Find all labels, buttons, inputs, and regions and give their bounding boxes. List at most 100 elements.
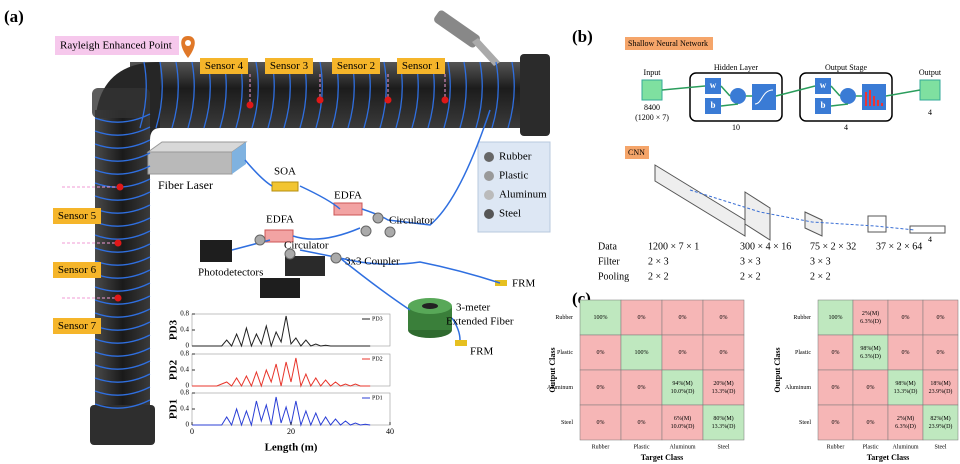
matrix-cell [888, 370, 923, 405]
component-label: FRM [470, 346, 493, 358]
weight-label: w [820, 80, 827, 90]
legend-label: Rubber [499, 151, 532, 163]
cell-text: 0% [902, 350, 910, 356]
legend-label: PD1 [372, 395, 383, 401]
matrix-cell [923, 370, 958, 405]
row-label: Plastic [557, 350, 573, 356]
y-tick-label: 0.4 [180, 326, 189, 334]
col-label: Plastic [863, 444, 879, 450]
cnn-cell: 2 × 3 [648, 256, 669, 267]
component-label: 3-meter [456, 302, 491, 314]
cell-text: 0% [597, 420, 605, 426]
sensor-label: Sensor 2 [337, 60, 375, 72]
cell-text: 0% [832, 385, 840, 391]
axis-title: Output Class [548, 347, 557, 392]
legend-label: Aluminum [499, 189, 547, 201]
legend-label: PD3 [372, 316, 383, 322]
cnn-cell: Pooling [598, 271, 629, 282]
layer-size: 4 [844, 123, 848, 132]
layer-label: Output Stage [825, 63, 867, 72]
col-label: Plastic [634, 444, 650, 450]
cell-text: 0% [597, 350, 605, 356]
sensor-label: Sensor 6 [58, 264, 97, 276]
layer-size: 8400 [644, 103, 660, 112]
sensor-point [115, 295, 122, 302]
port [255, 235, 265, 245]
matrix-cell [853, 335, 888, 370]
component-label: Photodetectors [198, 267, 263, 279]
y-tick-label: 0 [186, 342, 190, 350]
row-label: Rubber [793, 315, 811, 321]
cell-text: 13.3%(D) [894, 388, 918, 395]
row-label: Plastic [795, 350, 811, 356]
sensor-point [247, 102, 254, 109]
cell-text: 0% [867, 385, 875, 391]
component-label: FRM [512, 278, 535, 290]
cell-text: 0% [597, 385, 605, 391]
x-axis-title: Length (m) [265, 442, 318, 454]
cell-text: 0% [638, 315, 646, 321]
cell-text: 18%(M) [930, 380, 950, 387]
y-tick-label: 0.4 [180, 366, 189, 374]
cell-text: 98%(M) [860, 345, 880, 352]
cnn-cell: 2 × 2 [740, 271, 761, 282]
col-label: Steel [718, 444, 730, 450]
cell-text: 0% [867, 420, 875, 426]
axis-title: Target Class [641, 453, 684, 462]
component-label: 3x3 Coupler [345, 256, 400, 268]
matrix-cell [888, 405, 923, 440]
weight-label: w [710, 80, 717, 90]
component-label: Circulator [389, 215, 434, 227]
y-tick-label: 0.8 [180, 389, 189, 397]
y-axis-title: PD2 [168, 359, 180, 380]
cnn-cell: 75 × 2 × 32 [810, 241, 856, 252]
cnn-cell: 1200 × 7 × 1 [648, 241, 699, 252]
figure: (a)(b)(c)Rayleigh Enhanced PointSensor 1… [0, 0, 960, 464]
matrix-cell [662, 370, 703, 405]
cell-text: 13.3%(D) [712, 388, 736, 395]
component-label: Fiber Laser [158, 178, 213, 192]
bias-label: b [710, 100, 715, 110]
sensor-point [117, 184, 124, 191]
legend-label: PD2 [372, 356, 383, 362]
sensor-point [442, 97, 449, 104]
y-tick-label: 0.4 [180, 405, 189, 413]
sensor-label: Sensor 5 [58, 210, 97, 222]
col-label: Aluminum [669, 444, 695, 450]
sensor-label: Sensor 7 [58, 320, 97, 332]
cell-text: 2%(M) [862, 310, 879, 317]
cnn-cell: 37 × 2 × 64 [876, 241, 922, 252]
cell-text: 100% [829, 315, 843, 321]
port [361, 226, 371, 236]
x-tick-label: 40 [386, 427, 394, 436]
cell-text: 80%(M) [713, 415, 733, 422]
cell-text: 20%(M) [713, 380, 733, 387]
diagram-art [90, 9, 945, 445]
cell-text: 0% [638, 420, 646, 426]
cnn-cell: 2 × 2 [648, 271, 669, 282]
component-label: EDFA [334, 190, 362, 202]
cell-text: 82%(M) [930, 415, 950, 422]
row-label: Rubber [555, 315, 573, 321]
y-axis-title: PD3 [168, 319, 180, 340]
cell-text: 23.9%(D) [929, 423, 953, 430]
cell-text: 10.0%(D) [671, 388, 695, 395]
y-tick-label: 0.8 [180, 350, 189, 358]
cell-text: 0% [832, 350, 840, 356]
cnn-cell: 2 × 2 [810, 271, 831, 282]
cnn-cell: Filter [598, 256, 620, 267]
cnn-cell: Data [598, 241, 617, 252]
cell-text: 0% [720, 350, 728, 356]
cell-text: 100% [635, 350, 649, 356]
axis-title: Output Class [773, 347, 782, 392]
matrix-cell [703, 370, 744, 405]
matrix-cell [662, 405, 703, 440]
x-tick-label: 0 [190, 427, 194, 436]
cell-text: 98%(M) [895, 380, 915, 387]
port [385, 227, 395, 237]
sensor-point [385, 97, 392, 104]
cell-text: 100% [594, 315, 608, 321]
matrix-cell [853, 300, 888, 335]
layer-size: 4 [928, 235, 932, 244]
axis-title: Target Class [867, 453, 910, 462]
